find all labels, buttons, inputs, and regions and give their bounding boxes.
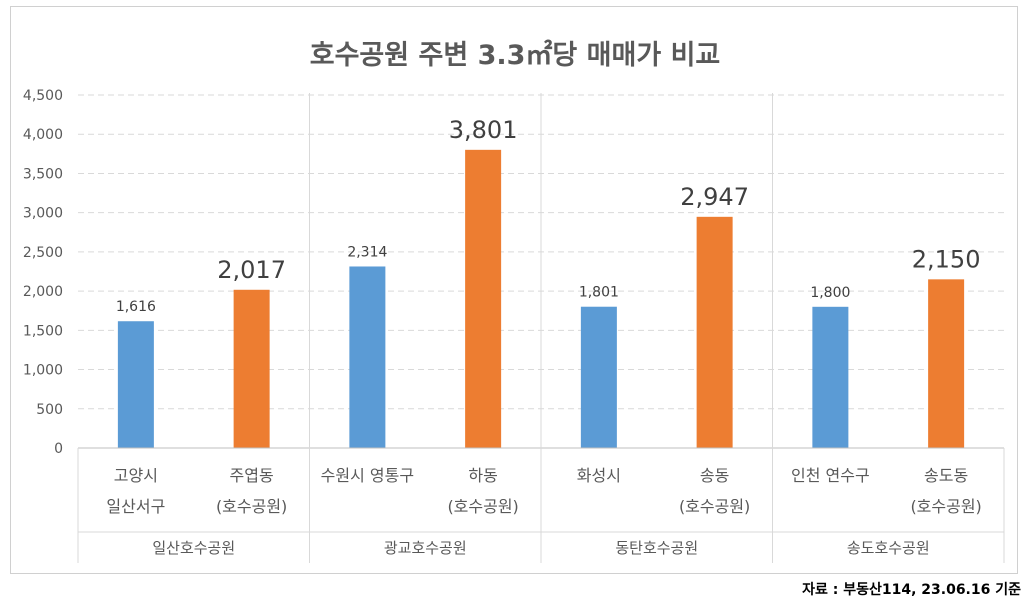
y-tick-label: 4,500	[23, 88, 63, 104]
x-tick-label: 송도동	[924, 466, 968, 485]
x-tick-label: (호수공원)	[216, 497, 287, 516]
data-label: 2,947	[680, 183, 749, 211]
data-label: 1,800	[810, 285, 850, 301]
data-label: 1,801	[579, 285, 619, 301]
group-label: 일산호수공원	[152, 539, 235, 557]
data-label: 2,150	[912, 245, 981, 273]
bar	[580, 306, 617, 448]
y-tick-label: 0	[54, 441, 63, 457]
x-tick-label: 송동	[700, 466, 729, 485]
bar	[696, 216, 733, 448]
x-tick-label: 수원시 영통구	[321, 466, 414, 485]
bar	[233, 289, 270, 448]
y-tick-label: 1,000	[23, 363, 63, 379]
group-label: 송도호수공원	[847, 539, 930, 557]
y-tick-label: 1,500	[23, 323, 63, 339]
y-tick-label: 3,000	[23, 206, 63, 222]
y-tick-label: 2,500	[23, 245, 63, 261]
x-tick-label: 인천 연수구	[791, 466, 870, 485]
y-tick-label: 2,000	[23, 284, 63, 300]
x-tick-label: 주엽동	[230, 466, 274, 485]
x-tick-label: (호수공원)	[447, 497, 518, 516]
bar-chart: 호수공원 주변 3.3㎡당 매매가 비교 0 500 1,000 1,500 2,000…	[23, 39, 1005, 563]
y-tick-label: 4,000	[23, 127, 63, 143]
x-tick-label: (호수공원)	[910, 497, 981, 516]
y-tick-label: 500	[36, 402, 63, 418]
bar	[465, 149, 502, 448]
group-label: 동탄호수공원	[615, 539, 698, 557]
x-tick-label: 화성시	[577, 466, 621, 485]
chart-title: 호수공원 주변 3.3㎡당 매매가 비교	[310, 39, 721, 71]
group-label: 광교호수공원	[384, 539, 467, 557]
x-tick-label: 하동	[468, 466, 497, 485]
bar	[812, 306, 849, 448]
source-note: 자료 : 부동산114, 23.06.16 기준	[802, 582, 1021, 598]
bar	[349, 266, 386, 448]
data-label: 1,616	[116, 299, 156, 315]
x-tick-label: 고양시	[114, 466, 158, 485]
data-label: 2,314	[347, 244, 387, 260]
bar	[928, 279, 965, 448]
data-label: 3,801	[449, 116, 518, 144]
data-label: 2,017	[217, 256, 286, 284]
x-tick-label: 일산서구	[106, 497, 165, 516]
x-tick-label: (호수공원)	[679, 497, 750, 516]
y-tick-label: 3,500	[23, 166, 63, 182]
bar	[117, 321, 154, 448]
chart-frame: 호수공원 주변 3.3㎡당 매매가 비교 0 500 1,000 1,500 2,000…	[10, 6, 1018, 574]
